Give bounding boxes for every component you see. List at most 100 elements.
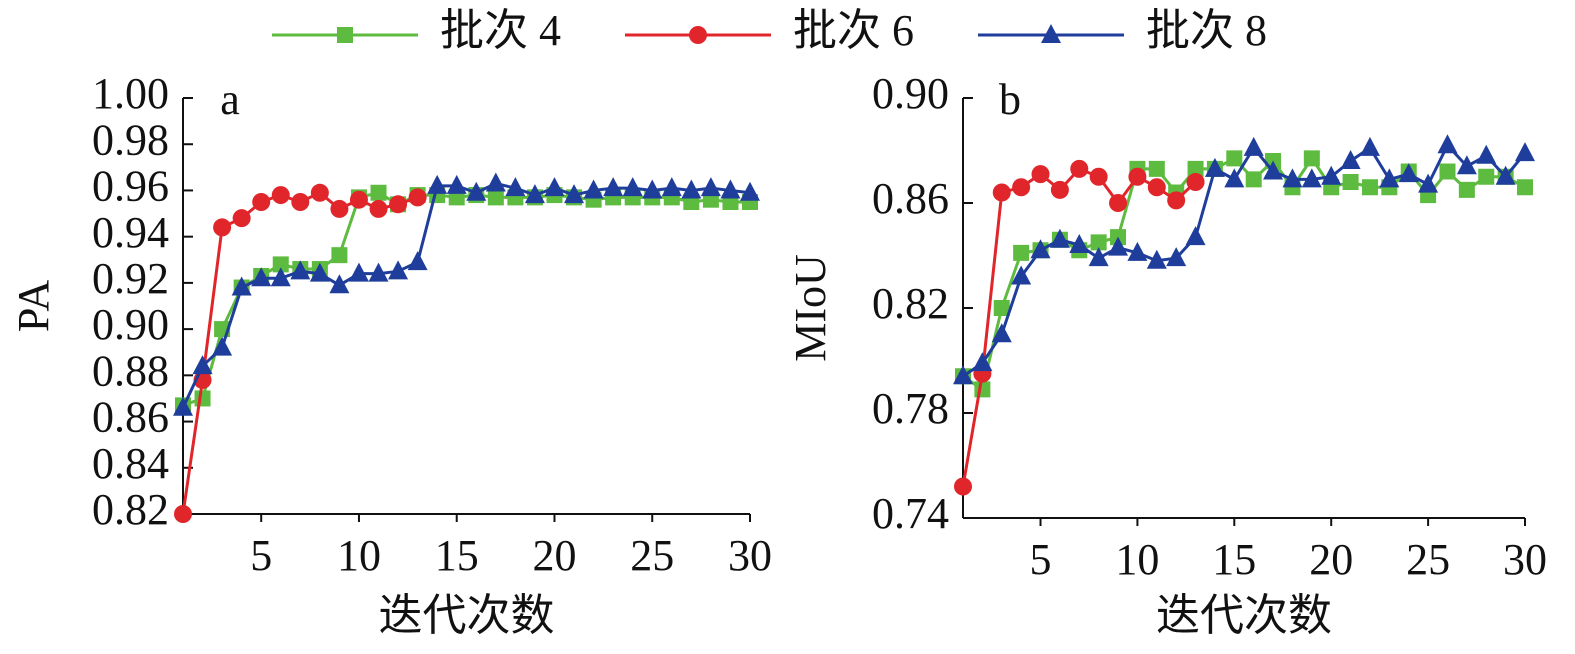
marker	[1361, 179, 1378, 196]
marker	[1147, 178, 1166, 197]
marker	[1050, 180, 1069, 199]
x-tick-label: 20	[1309, 535, 1353, 584]
marker	[330, 199, 349, 218]
marker	[1437, 134, 1458, 154]
y-tick-label: 0.96	[92, 162, 169, 211]
panel-label: a	[220, 75, 240, 124]
y-tick-label: 0.98	[92, 115, 169, 164]
marker	[974, 381, 991, 398]
marker	[1186, 173, 1205, 191]
marker	[1359, 136, 1380, 156]
marker	[1031, 165, 1050, 184]
legend-label: 批次 4	[440, 6, 561, 55]
marker	[1418, 173, 1439, 193]
marker	[1243, 136, 1264, 156]
marker	[192, 355, 213, 375]
y-tick-label: 0.84	[92, 439, 169, 488]
marker	[1226, 150, 1243, 167]
marker	[1070, 159, 1089, 178]
y-tick-label: 0.86	[872, 174, 949, 223]
marker	[954, 477, 972, 496]
x-tick-label: 5	[1030, 535, 1052, 584]
marker	[270, 267, 291, 287]
legend-label: 批次 6	[793, 6, 914, 55]
marker	[1303, 150, 1320, 167]
y-tick-label: 0.88	[92, 346, 169, 395]
x-tick-label: 20	[532, 531, 576, 580]
marker	[1495, 165, 1516, 185]
marker	[407, 251, 428, 271]
marker	[370, 184, 387, 201]
marker	[194, 390, 211, 407]
marker	[1515, 142, 1535, 162]
marker	[972, 352, 993, 372]
series-line	[182, 191, 750, 407]
marker	[408, 188, 427, 207]
marker	[1127, 241, 1148, 261]
marker	[487, 189, 504, 206]
marker	[505, 177, 526, 197]
marker	[251, 267, 272, 287]
y-tick-label: 1.00	[92, 69, 169, 118]
marker	[681, 179, 702, 199]
y-tick-label: 0.90	[872, 69, 949, 118]
marker	[1069, 234, 1090, 253]
y-tick-label: 0.94	[92, 208, 169, 257]
marker	[991, 323, 1012, 343]
marker	[993, 300, 1010, 316]
marker	[661, 177, 682, 197]
marker	[1456, 155, 1477, 175]
marker	[1282, 168, 1303, 188]
marker	[1041, 24, 1061, 43]
marker	[212, 336, 233, 356]
marker	[1166, 247, 1187, 267]
marker	[1089, 167, 1108, 186]
marker	[291, 193, 310, 211]
marker	[544, 177, 565, 197]
marker	[1108, 236, 1129, 256]
marker	[1090, 234, 1107, 251]
marker	[1478, 168, 1495, 185]
marker	[583, 179, 604, 199]
marker	[1204, 157, 1225, 177]
marker	[1109, 194, 1128, 212]
marker	[368, 262, 389, 282]
marker	[271, 186, 290, 205]
y-tick-label: 0.78	[872, 384, 949, 433]
marker	[348, 262, 369, 282]
marker	[622, 177, 643, 197]
series-line	[181, 181, 751, 409]
panel-label: b	[999, 75, 1021, 124]
marker	[466, 181, 487, 201]
marker	[992, 183, 1011, 202]
marker	[1458, 181, 1475, 198]
marker	[329, 274, 350, 294]
y-tick-label: 0.86	[92, 393, 169, 442]
marker	[1013, 244, 1030, 261]
x-tick-label: 5	[250, 531, 272, 580]
x-tick-label: 15	[1212, 535, 1256, 584]
marker	[953, 365, 973, 385]
marker	[720, 179, 741, 199]
marker	[1030, 239, 1051, 259]
marker	[349, 190, 368, 209]
x-axis-label: 迭代次数	[379, 591, 555, 640]
marker	[1245, 171, 1262, 188]
y-tick-label: 0.74	[872, 489, 949, 538]
series-line	[962, 155, 1526, 392]
marker	[309, 262, 330, 282]
x-tick-label: 15	[435, 531, 479, 580]
marker	[564, 184, 585, 204]
marker	[1049, 228, 1070, 248]
marker	[1476, 144, 1497, 164]
marker	[427, 174, 448, 194]
marker	[290, 260, 311, 280]
marker	[388, 260, 409, 280]
marker	[642, 179, 663, 199]
y-tick-label: 0.90	[92, 300, 169, 349]
marker	[1148, 160, 1165, 177]
x-axis-label: 迭代次数	[1156, 591, 1332, 640]
marker	[603, 177, 624, 197]
y-axis-label: MIoU	[786, 254, 835, 362]
